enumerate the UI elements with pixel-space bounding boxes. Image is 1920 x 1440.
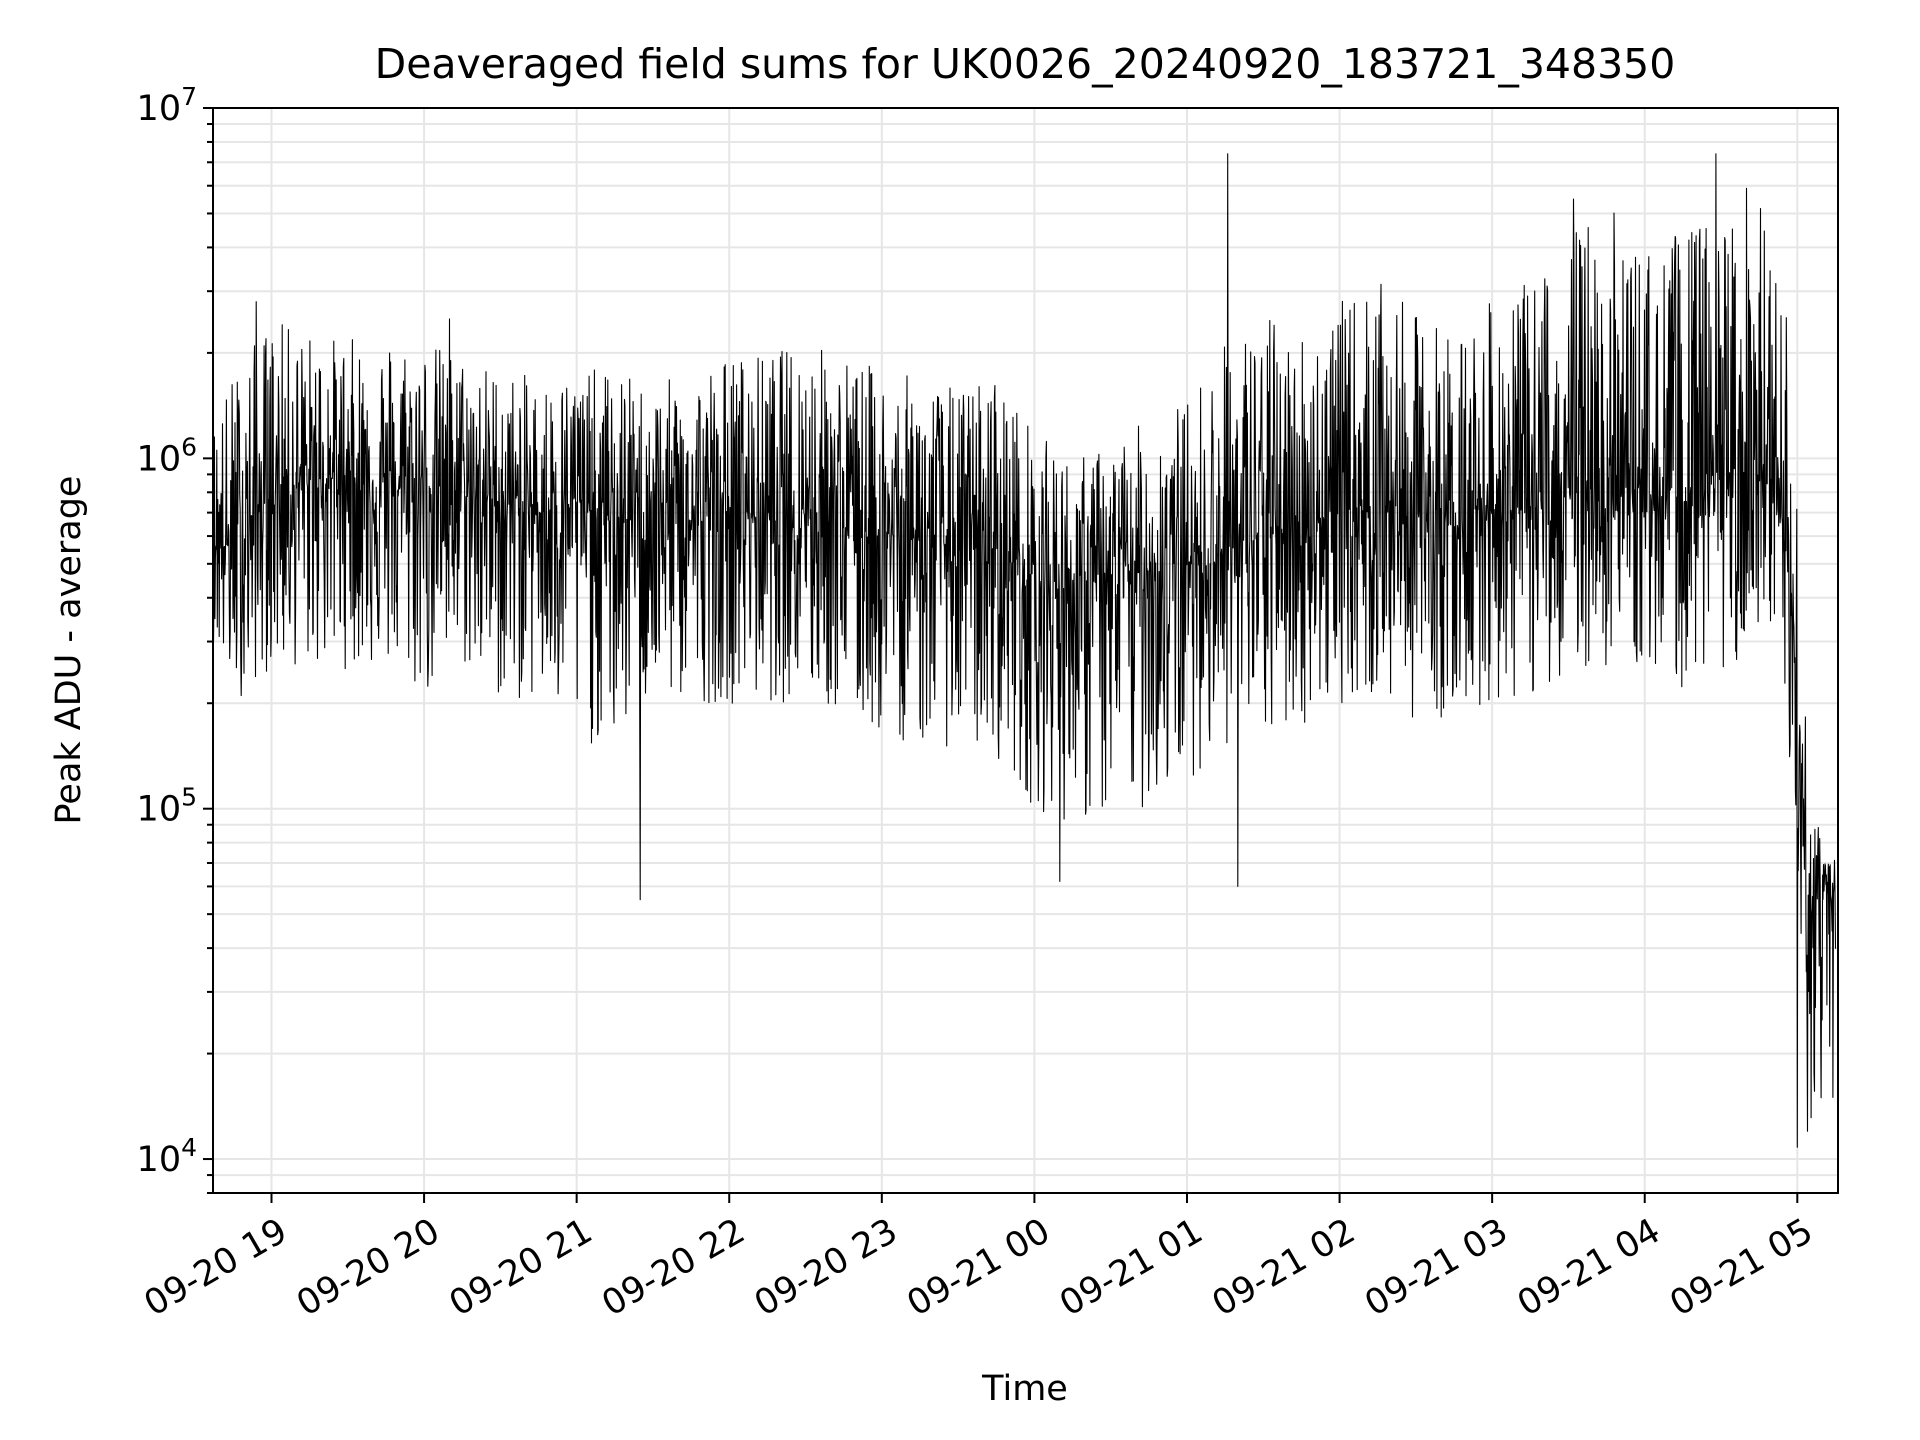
y-tick-label: 105 <box>137 783 197 830</box>
y-axis-label: Peak ADU - average <box>49 476 89 825</box>
x-axis-label: Time <box>981 1369 1068 1409</box>
plot-frame <box>212 107 1839 1194</box>
grid <box>213 107 1838 1194</box>
y-tick-label: 104 <box>137 1133 197 1180</box>
series-group <box>212 153 1837 1148</box>
y-tick-label: 107 <box>137 82 197 129</box>
series-line <box>212 153 1837 1148</box>
y-axis: 104 105 106 107 <box>137 82 213 1194</box>
chart-title: Deaveraged field sums for UK0026_2024092… <box>375 40 1676 88</box>
y-tick-label: 106 <box>137 432 197 479</box>
